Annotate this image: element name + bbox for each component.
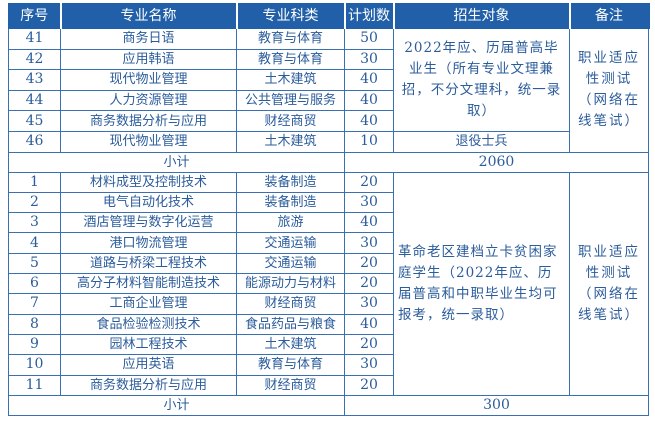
- major-name: 园林工程技术: [60, 333, 237, 356]
- row-number: 3: [8, 212, 61, 234]
- subtotal-row: 小计 2060: [8, 151, 649, 173]
- major-name: 电气自动化技术: [60, 191, 237, 214]
- major-category: 财经商贸: [236, 374, 345, 396]
- major-category: 教育与体育: [236, 28, 345, 50]
- major-category: 财经商贸: [236, 293, 345, 315]
- major-category: 装备制造: [236, 171, 345, 193]
- major-category: 教育与体育: [236, 48, 345, 71]
- row-number: 46: [8, 130, 61, 153]
- row-number: 45: [8, 110, 61, 132]
- plan-count: 10: [344, 130, 394, 153]
- major-category: 能源动力与材料: [236, 273, 345, 295]
- remark: 职业适应性测试（网络在线笔试）: [569, 28, 649, 153]
- plan-count: 40: [344, 89, 394, 112]
- major-category: 交通运输: [236, 232, 345, 254]
- major-name: 商务日语: [60, 28, 237, 50]
- row-number: 8: [8, 313, 61, 335]
- remark: 职业适应性测试（网络在线笔试）: [569, 171, 649, 396]
- plan-count: 40: [344, 212, 394, 234]
- row-number: 10: [8, 354, 61, 376]
- plan-count: 20: [344, 252, 394, 275]
- major-category: 土木建筑: [236, 69, 345, 91]
- plan-count: 50: [344, 28, 394, 50]
- major-name: 工商企业管理: [60, 293, 237, 315]
- major-name: 现代物业管理: [60, 69, 237, 91]
- major-name: 应用英语: [60, 354, 237, 376]
- enrollment-table: 序号 专业名称 专业科类 计划数 招生对象 备注 41 商务日语 教育与体育 50 20…: [8, 3, 650, 416]
- major-category: 食品药品与粮食: [236, 313, 345, 335]
- table-row: 10 应用英语 教育与体育 30: [8, 354, 649, 376]
- table-row: 11 商务数据分析与应用 财经商贸 20: [8, 374, 649, 396]
- enrollment-target: 2022年应、历届普高毕业生（所有专业文理兼招，不分文理科，统一录取）: [393, 28, 570, 132]
- plan-count: 20: [344, 333, 394, 356]
- major-category: 教育与体育: [236, 354, 345, 376]
- major-name: 食品检验检测技术: [60, 313, 237, 335]
- row-number: 6: [8, 273, 61, 295]
- enrollment-target: 退役士兵: [393, 130, 570, 153]
- header-note: 备注: [569, 3, 650, 29]
- table-row: 5 道路与桥梁工程技术 交通运输 20: [8, 252, 649, 275]
- major-category: 土木建筑: [236, 130, 345, 153]
- subtotal-value: 300: [344, 394, 649, 416]
- major-name: 高分子材料智能制造技术: [60, 273, 237, 295]
- major-category: 公共管理与服务: [236, 89, 345, 112]
- major-name: 人力资源管理: [60, 89, 237, 112]
- table-row: 3 酒店管理与数字化运营 旅游 40: [8, 212, 649, 234]
- row-number: 41: [8, 28, 61, 50]
- plan-count: 30: [344, 232, 394, 254]
- plan-count: 30: [344, 293, 394, 315]
- subtotal-value: 2060: [344, 151, 649, 173]
- enrollment-target: 革命老区建档立卡贫困家庭学生（2022年应、历届普高和中职毕业生均可报考，统一录…: [393, 171, 570, 396]
- major-category: 旅游: [236, 212, 345, 234]
- header-plan: 计划数: [344, 3, 395, 29]
- row-number: 43: [8, 69, 61, 91]
- table-row: 4 港口物流管理 交通运输 30: [8, 232, 649, 254]
- plan-count: 20: [344, 374, 394, 396]
- plan-count: 40: [344, 69, 394, 91]
- major-name: 材料成型及控制技术: [60, 171, 237, 193]
- subtotal-label: 小计: [8, 394, 345, 416]
- row-number: 4: [8, 232, 61, 254]
- plan-count: 20: [344, 273, 394, 295]
- major-category: 土木建筑: [236, 333, 345, 356]
- plan-count: 30: [344, 191, 394, 214]
- header-row: 序号 专业名称 专业科类 计划数 招生对象 备注: [8, 3, 650, 29]
- subtotal-label: 小计: [8, 151, 345, 173]
- table-row: 46 现代物业管理 土木建筑 10 退役士兵: [8, 130, 649, 153]
- major-name: 道路与桥梁工程技术: [60, 252, 237, 275]
- major-name: 港口物流管理: [60, 232, 237, 254]
- major-name: 酒店管理与数字化运营: [60, 212, 237, 234]
- row-number: 2: [8, 191, 61, 214]
- plan-count: 20: [344, 171, 394, 193]
- table-row: 6 高分子材料智能制造技术 能源动力与材料 20: [8, 273, 649, 295]
- major-category: 装备制造: [236, 191, 345, 214]
- row-number: 42: [8, 48, 61, 71]
- header-no: 序号: [8, 3, 62, 29]
- row-number: 5: [8, 252, 61, 275]
- row-number: 7: [8, 293, 61, 315]
- major-name: 商务数据分析与应用: [60, 374, 237, 396]
- table-row: 7 工商企业管理 财经商贸 30: [8, 293, 649, 315]
- plan-count: 40: [344, 110, 394, 132]
- table-row: 45 商务数据分析与应用 财经商贸 40: [8, 110, 649, 132]
- row-number: 11: [8, 374, 61, 396]
- major-name: 现代物业管理: [60, 130, 237, 153]
- header-category: 专业科类: [236, 3, 346, 29]
- major-name: 商务数据分析与应用: [60, 110, 237, 132]
- row-number: 1: [8, 171, 61, 193]
- subtotal-row: 小计 300: [8, 394, 649, 416]
- table-row: 41 商务日语 教育与体育 50 2022年应、历届普高毕业生（所有专业文理兼招，不分文…: [8, 28, 649, 153]
- plan-count: 30: [344, 48, 394, 71]
- header-target: 招生对象: [393, 3, 571, 29]
- table-row: 44 人力资源管理 公共管理与服务 40: [8, 89, 649, 112]
- plan-count: 40: [344, 313, 394, 335]
- major-category: 财经商贸: [236, 110, 345, 132]
- row-number: 44: [8, 89, 61, 112]
- major-category: 交通运输: [236, 252, 345, 275]
- header-major: 专业名称: [60, 3, 238, 29]
- plan-count: 30: [344, 354, 394, 376]
- major-name: 应用韩语: [60, 48, 237, 71]
- table-row: 1 材料成型及控制技术 装备制造 20 革命老区建档立卡贫困家庭学生（2022年应、历届…: [8, 171, 649, 396]
- row-number: 9: [8, 333, 61, 356]
